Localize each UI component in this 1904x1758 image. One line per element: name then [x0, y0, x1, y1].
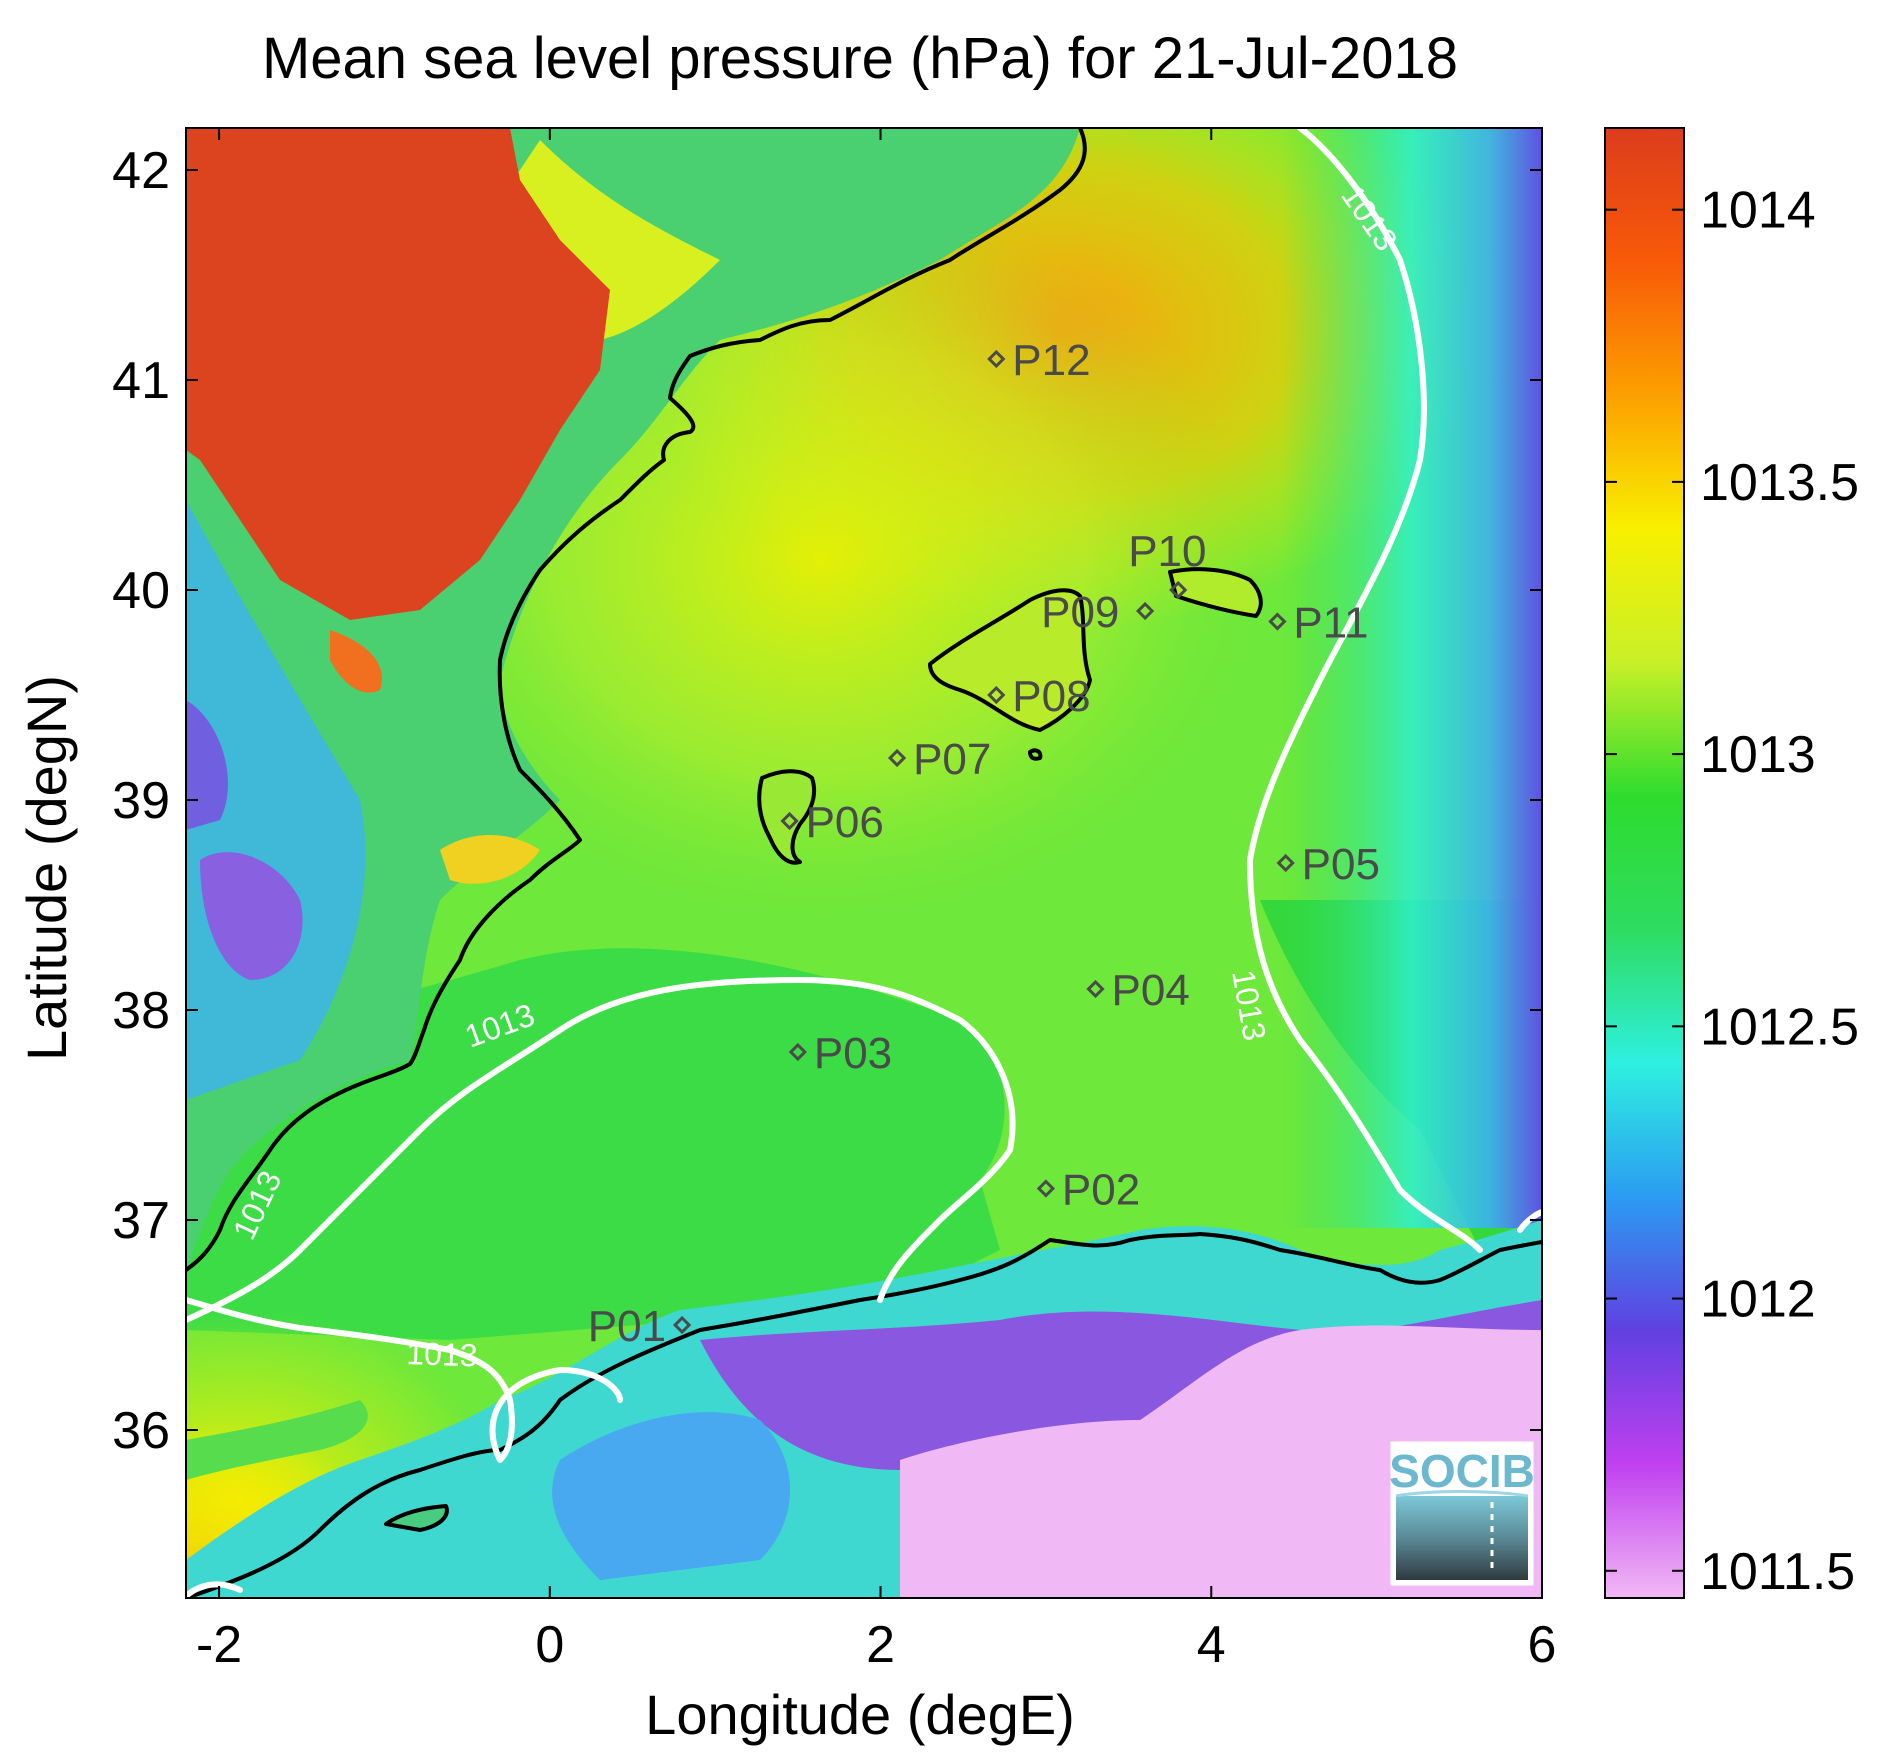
iberia-inland-purple-2 — [186, 700, 228, 830]
mallorca-island — [930, 590, 1090, 730]
y-tick-label: 41 — [112, 352, 170, 410]
station-marker — [987, 349, 1006, 369]
station-p02: P02 — [1036, 1166, 1140, 1215]
station-marker — [1086, 979, 1105, 999]
colorbar-tick-label: 1013 — [1700, 726, 1816, 784]
iberia-coastline — [186, 128, 1087, 1272]
ibiza-coastline — [757, 769, 817, 865]
station-label: P06 — [806, 798, 884, 847]
africa-blue-patch — [552, 1412, 790, 1580]
x-tick-label: 2 — [866, 1616, 895, 1674]
station-p01: P01 — [588, 1302, 692, 1351]
colorbar-ticks: 1011.5 1012 1012.5 1013 1013.5 1014 — [1605, 182, 1859, 1601]
alboran-coastline — [384, 1504, 449, 1532]
alboran-island — [386, 1506, 447, 1530]
station-label: P02 — [1062, 1166, 1140, 1215]
iberia-inland-purple — [200, 852, 303, 980]
y-tick-label: 36 — [112, 1402, 170, 1460]
station-marker — [1169, 580, 1188, 600]
africa-green-strip — [186, 1400, 368, 1480]
y-tick-label: 42 — [112, 142, 170, 200]
y-tick-label: 39 — [112, 772, 170, 830]
station-marker — [1135, 601, 1155, 621]
contour-1013-east — [1247, 128, 1483, 1253]
iberia-high-pressure-block — [186, 128, 610, 620]
station-label: P04 — [1112, 966, 1190, 1015]
africa-coastline — [186, 1232, 1542, 1598]
station-p03: P03 — [788, 1029, 892, 1078]
mallorca-coastline — [928, 588, 1092, 732]
station-label: P01 — [588, 1302, 666, 1351]
x-tick-label: 4 — [1197, 1616, 1226, 1674]
station-marker — [1268, 612, 1287, 631]
x-tick-label: 0 — [535, 1616, 564, 1674]
station-label: P05 — [1302, 840, 1380, 889]
x-tick-label: 6 — [1528, 1616, 1557, 1674]
iberia-coastal-yellow — [500, 140, 720, 340]
colorbar-tick-label: 1013.5 — [1700, 454, 1859, 512]
map-plot-area: 1013 1013 1013 1013 1013 P01P02P03P04P05… — [186, 128, 1542, 1598]
colorbar-tick-label: 1012 — [1700, 1271, 1816, 1329]
contour-1013-south — [186, 1297, 623, 1463]
station-label: P07 — [913, 735, 991, 784]
y-axis-label: Latitude (degN) — [15, 675, 78, 1061]
station-label: P10 — [1128, 527, 1206, 576]
cabrera-coastline — [1028, 748, 1043, 761]
x-tick-label: -2 — [196, 1616, 242, 1674]
station-p04: P04 — [1086, 966, 1190, 1015]
contour-1013-sw — [186, 1581, 243, 1598]
colorbar-tick-label: 1012.5 — [1700, 998, 1859, 1056]
station-marker — [1036, 1179, 1056, 1198]
y-tick-label: 40 — [112, 562, 170, 620]
x-axis-label: Longitude (degE) — [645, 1683, 1075, 1746]
station-p08: P08 — [987, 672, 1091, 721]
station-label: P12 — [1012, 336, 1090, 385]
station-label: P03 — [814, 1029, 892, 1078]
station-label: P08 — [1012, 672, 1090, 721]
iberia-coastal-yellow-2 — [440, 835, 540, 884]
colorbar-tick-label: 1014 — [1700, 182, 1816, 240]
x-axis-ticks: -2 0 2 4 6 — [196, 128, 1557, 1674]
station-p12: P12 — [987, 336, 1091, 385]
station-p09: P09 — [1041, 588, 1155, 637]
y-tick-label: 38 — [112, 982, 170, 1040]
colorbar-tick-label: 1011.5 — [1700, 1543, 1855, 1601]
socib-logo: SOCIB — [1389, 1441, 1535, 1586]
station-label: P09 — [1041, 588, 1119, 637]
contour-label-south: 1013 — [406, 1335, 478, 1373]
station-p05: P05 — [1276, 840, 1380, 889]
station-marker — [987, 685, 1006, 705]
y-tick-label: 37 — [112, 1192, 170, 1250]
logo-text: SOCIB — [1389, 1445, 1535, 1497]
station-label: P11 — [1293, 599, 1368, 648]
station-p07: P07 — [887, 735, 991, 784]
menorca-coastline — [1168, 567, 1263, 618]
station-p06: P06 — [780, 798, 884, 847]
station-p11: P11 — [1268, 599, 1368, 648]
plot-frame — [185, 127, 1543, 1599]
contour-1013-basin — [186, 977, 1016, 1323]
y-axis-ticks: 36 37 38 39 40 41 42 — [112, 142, 1542, 1460]
station-marker — [780, 811, 799, 831]
station-marker — [672, 1315, 692, 1335]
station-marker — [1276, 853, 1295, 873]
menorca-island — [1170, 569, 1261, 616]
africa-pink-low — [900, 1325, 1542, 1598]
station-marker — [788, 1042, 807, 1062]
chart-title: Mean sea level pressure (hPa) for 21-Jul… — [262, 26, 1458, 91]
station-p10: P10 — [1128, 527, 1206, 600]
iberia-red-fringe — [330, 630, 382, 693]
station-marker — [887, 748, 907, 768]
colorbar — [1604, 127, 1685, 1599]
